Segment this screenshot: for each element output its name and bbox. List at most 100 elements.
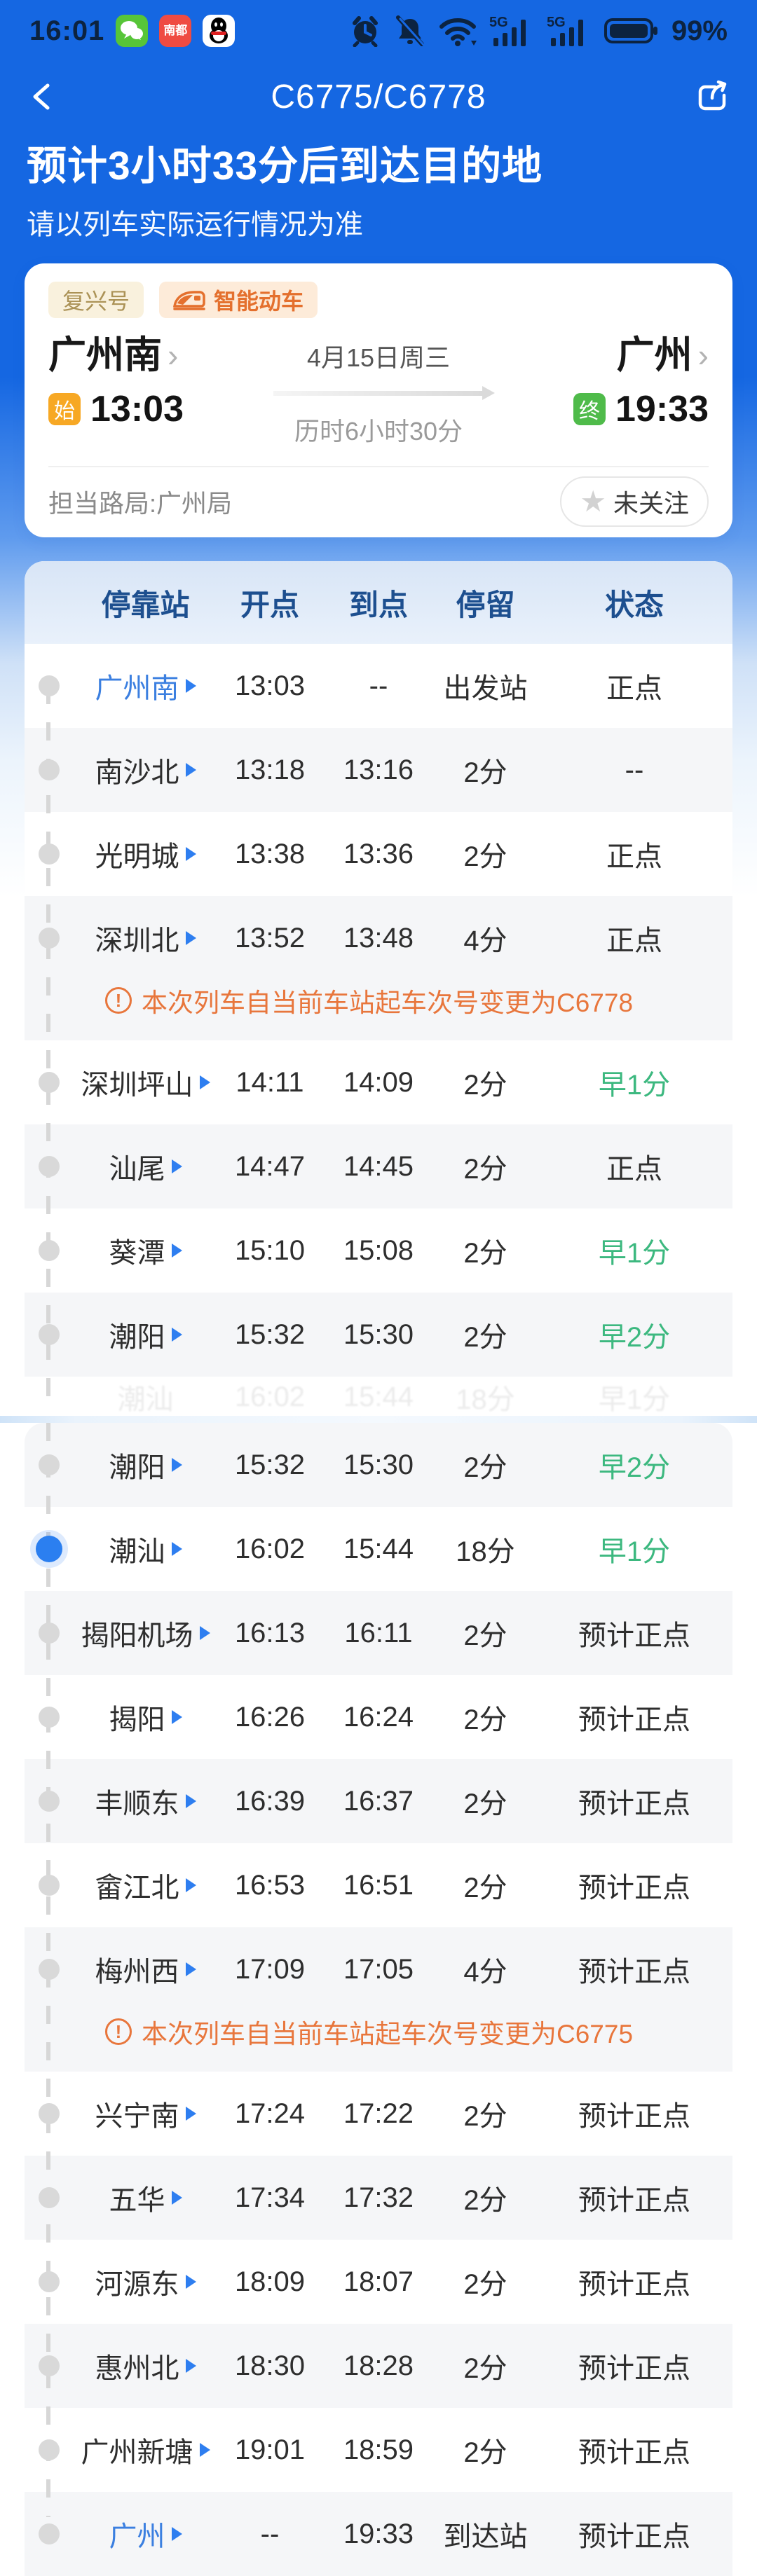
station-link[interactable]: 畲江北 (74, 1865, 217, 1906)
status-cell: 早1分 (598, 1238, 671, 1269)
chevron-right-icon (171, 2527, 182, 2541)
station-link[interactable]: 揭阳 (74, 1697, 217, 1737)
clock-time: 16:01 (29, 15, 105, 46)
arrival-time-cell: -- (369, 670, 388, 701)
timetable-card-2: 潮阳 15:32 15:30 2分 早2分 潮汕 16:02 15:44 18分… (25, 1423, 732, 2576)
battery-icon (603, 17, 659, 45)
status-cell: 正点 (606, 925, 662, 956)
timeline-dot (39, 2103, 60, 2124)
table-row: 惠州北 18:30 18:28 2分 预计正点 (25, 2324, 732, 2408)
station-link[interactable]: 五华 (74, 2177, 217, 2218)
departure-block[interactable]: 广州南 › 始 13:03 (48, 335, 266, 448)
departure-station: 广州南 (48, 334, 162, 376)
chevron-right-icon (199, 1075, 210, 1089)
follow-label: 未关注 (613, 489, 689, 518)
arrival-time-cell: 14:09 (343, 1066, 414, 1098)
station-link[interactable]: 深圳坪山 (74, 1062, 217, 1103)
stop-duration-cell: 2分 (463, 1154, 507, 1185)
eta-banner: 预计3小时33分后到达目的地 请以列车实际运行情况为准 (0, 132, 757, 242)
station-link[interactable]: 潮阳 (74, 1314, 217, 1355)
departure-time-cell: 13:52 (234, 922, 306, 953)
station-link[interactable]: 南沙北 (74, 750, 217, 790)
timeline-dot (39, 1240, 60, 1261)
chevron-right-icon (185, 679, 196, 693)
station-link[interactable]: 潮汕 (74, 1529, 217, 1569)
arrival-block[interactable]: 广州 › 终 19:33 (491, 335, 709, 448)
status-cell: 预计正点 (578, 1620, 690, 1651)
departure-time-cell: 15:32 (234, 1318, 306, 1350)
station-link[interactable]: 潮阳 (74, 1445, 217, 1485)
chevron-right-icon: › (697, 337, 709, 373)
col-header-station: 停靠站 (101, 588, 190, 621)
stop-duration-cell: 2分 (463, 1873, 507, 1903)
stop-duration-cell: 2分 (463, 2437, 507, 2468)
table-row: 汕尾 14:47 14:45 2分 正点 (25, 1124, 732, 1208)
timeline-dot (36, 1536, 62, 1562)
chevron-right-icon (185, 2275, 196, 2289)
timeline-dot (39, 1959, 60, 1980)
start-badge: 始 (48, 393, 81, 425)
timeline-dot (39, 1156, 60, 1177)
stop-duration-cell: 2分 (463, 2353, 507, 2384)
stop-duration-cell: 2分 (463, 757, 507, 788)
station-link[interactable]: 惠州北 (74, 2346, 217, 2386)
timeline-dot (39, 928, 60, 949)
station-link[interactable]: 梅州西 (74, 1949, 217, 1990)
station-link[interactable]: 丰顺东 (74, 1781, 217, 1821)
follow-button[interactable]: ★ 未关注 (560, 476, 709, 527)
status-cell: 正点 (606, 841, 662, 872)
arrival-time-cell: 17:05 (343, 1953, 414, 1985)
table-row: 揭阳机场 16:13 16:11 2分 预计正点 (25, 1591, 732, 1675)
chevron-right-icon: › (168, 337, 179, 373)
station-link[interactable]: 河源东 (74, 2261, 217, 2302)
arrival-time-cell: 14:45 (343, 1150, 414, 1182)
arrival-time-cell: 18:07 (343, 2266, 414, 2297)
timeline-dot (39, 1875, 60, 1896)
chevron-right-icon (185, 1962, 196, 1976)
status-cell: 预计正点 (578, 2353, 690, 2384)
arrival-station: 广州 (616, 334, 693, 376)
stitch-ghost-row: 潮汕 16:02 15:44 18分 早1分 (25, 1377, 732, 1416)
share-icon[interactable] (694, 78, 730, 115)
timeline-dot (39, 1623, 60, 1644)
status-cell: 预计正点 (578, 2521, 690, 2552)
station-link[interactable]: 揭阳机场 (74, 1613, 217, 1653)
info-icon: ! (105, 2018, 132, 2045)
timeline-dot (39, 843, 60, 865)
departure-time-cell: 17:34 (234, 2182, 306, 2213)
nandu-app-icon: 南都 (159, 15, 192, 47)
tag-fuxinghao: 复兴号 (48, 282, 144, 318)
arrival-time-cell: 18:59 (343, 2434, 414, 2465)
station-link[interactable]: 广州 (74, 2514, 217, 2554)
stop-duration-cell: 2分 (463, 841, 507, 872)
departure-time-cell: 15:10 (234, 1234, 306, 1266)
back-chevron-icon[interactable] (27, 80, 57, 113)
eta-subtitle: 请以列车实际运行情况为准 (27, 209, 363, 240)
chevron-right-icon (185, 763, 196, 777)
station-link[interactable]: 兴宁南 (74, 2093, 217, 2134)
station-link[interactable]: 深圳北 (74, 918, 217, 958)
departure-time-cell: 19:01 (234, 2434, 306, 2465)
station-link[interactable]: 光明城 (74, 834, 217, 874)
arrival-time-cell: 19:33 (343, 2518, 414, 2549)
station-link[interactable]: 广州南 (74, 666, 217, 706)
status-cell: 预计正点 (578, 2185, 690, 2216)
arrival-time-cell: 15:30 (343, 1449, 414, 1480)
stop-duration-cell: 2分 (463, 1070, 507, 1101)
stop-duration-cell: 2分 (463, 1238, 507, 1269)
status-cell: 早2分 (598, 1452, 671, 1483)
departure-time-cell: 13:03 (234, 670, 306, 701)
status-cell: 预计正点 (578, 1789, 690, 1819)
arrival-time-cell: 17:22 (343, 2098, 414, 2129)
chevron-right-icon (185, 931, 196, 945)
departure-time: 13:03 (90, 389, 184, 429)
train-number-change-notice: ! 本次列车自当前车站起车次号变更为C6778 (25, 980, 732, 1040)
table-row: 深圳北 13:52 13:48 4分 正点 ! 本次列车自当前车站起车次号变更为C… (25, 896, 732, 1040)
arrival-time-cell: 15:30 (343, 1318, 414, 1350)
station-link[interactable]: 广州新塘 (74, 2430, 217, 2470)
table-row: 梅州西 17:09 17:05 4分 预计正点 ! 本次列车自当前车站起车次号变更… (25, 1927, 732, 2072)
station-link[interactable]: 汕尾 (74, 1146, 217, 1187)
arrival-time-cell: 16:37 (343, 1785, 414, 1817)
station-link[interactable]: 葵潭 (74, 1230, 217, 1271)
train-info-card: 复兴号 智能动车 广州南 › 始 13:03 4月1 (25, 263, 732, 537)
